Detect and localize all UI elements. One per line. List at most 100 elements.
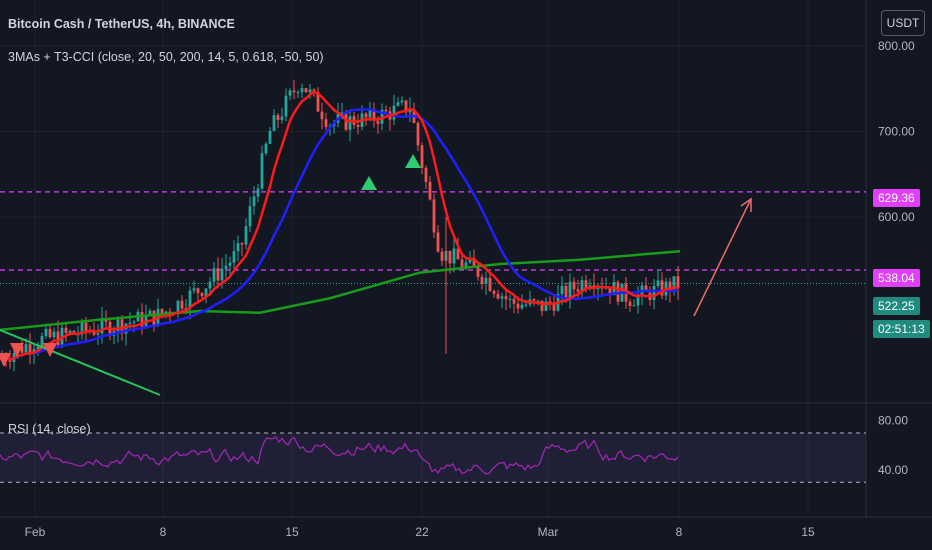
indicator-legend[interactable]: 3MAs + T3-CCI (close, 20, 50, 200, 14, 5… xyxy=(8,50,324,64)
candle-body xyxy=(636,294,640,306)
candle-body xyxy=(484,277,488,284)
candle-body xyxy=(256,188,260,197)
candle-body xyxy=(160,308,164,315)
candle-body xyxy=(300,88,304,93)
candle-body xyxy=(264,143,268,154)
candle-body xyxy=(516,303,520,309)
candle-body xyxy=(244,226,248,245)
rsi-tick-label: 80.00 xyxy=(878,414,908,428)
trend-line xyxy=(0,329,161,396)
candle-body xyxy=(100,318,104,334)
candle-body xyxy=(368,109,372,118)
candle-body xyxy=(560,285,564,295)
candle-body xyxy=(564,285,568,299)
candle-body xyxy=(460,259,464,267)
candle-body xyxy=(552,303,556,311)
candle-body xyxy=(280,116,284,121)
candle-body xyxy=(584,280,588,288)
candle-body xyxy=(468,258,472,263)
candle-body xyxy=(508,298,512,300)
sell-signal-icon xyxy=(43,343,57,357)
candle-body xyxy=(284,95,288,117)
candle-body xyxy=(492,290,496,294)
candle-body xyxy=(424,167,428,182)
time-tick-label: 8 xyxy=(160,525,167,539)
ma-200-line xyxy=(0,249,681,332)
candle-body xyxy=(628,301,632,307)
candle-body xyxy=(188,290,192,309)
candle-body xyxy=(140,311,144,327)
candle-body xyxy=(420,145,424,168)
candle-body xyxy=(568,281,572,299)
candle-body xyxy=(68,330,72,333)
candle-body xyxy=(296,92,300,94)
candle-body xyxy=(252,196,256,207)
candle-body xyxy=(24,344,28,353)
candle-body xyxy=(380,109,384,124)
price-tick-label: 600.00 xyxy=(878,210,915,224)
candle-body xyxy=(504,296,508,300)
candle-body xyxy=(480,276,484,284)
candle-body xyxy=(372,109,376,121)
target-price-tag: 629.36 xyxy=(873,189,920,207)
time-tick-label: 15 xyxy=(285,525,299,539)
currency-button[interactable]: USDT xyxy=(881,10,925,36)
candle-body xyxy=(616,282,620,302)
buy-signal-icon xyxy=(405,154,421,168)
resistance-price-tag: 538.04 xyxy=(873,269,920,287)
candle-body xyxy=(208,281,212,289)
candle-body xyxy=(652,285,656,301)
candle-body xyxy=(44,328,48,337)
candle-body xyxy=(268,130,272,144)
candle-body xyxy=(404,100,408,113)
candle-body xyxy=(340,112,344,115)
candle-body xyxy=(120,319,124,334)
candle-body xyxy=(580,280,584,292)
signals xyxy=(0,154,421,367)
candle-body xyxy=(128,322,132,324)
candle-body xyxy=(476,265,480,277)
candle-body xyxy=(456,248,460,260)
candle-body xyxy=(324,119,328,127)
projection-arrow xyxy=(693,200,751,317)
candle-body xyxy=(452,248,456,264)
candle-body xyxy=(320,111,324,120)
candle-body xyxy=(608,287,612,296)
rsi-tick-label: 40.00 xyxy=(878,463,908,477)
time-tick-label: 22 xyxy=(415,525,429,539)
candle-body xyxy=(308,89,312,93)
candle-body xyxy=(396,102,400,106)
candle-body xyxy=(392,105,396,120)
candle-body xyxy=(464,262,468,267)
candle-body xyxy=(656,280,660,286)
rsi-series xyxy=(0,435,679,475)
candle-body xyxy=(316,91,320,112)
candle-body xyxy=(80,322,84,335)
candle-body xyxy=(572,281,576,290)
candle-body xyxy=(20,346,24,353)
candle-body xyxy=(544,301,548,311)
candle-body xyxy=(448,250,452,264)
candle-body xyxy=(228,262,232,266)
candle-body xyxy=(220,268,224,281)
rsi-legend[interactable]: RSI (14, close) xyxy=(8,422,91,436)
candle-body xyxy=(376,120,380,124)
candle-body xyxy=(540,300,544,311)
time-tick-label: Mar xyxy=(538,525,559,539)
candle-body xyxy=(276,115,280,121)
candle-body xyxy=(212,268,216,282)
candle-body xyxy=(40,336,44,347)
candle-body xyxy=(668,281,672,292)
time-tick-label: 15 xyxy=(801,525,815,539)
candle-body xyxy=(64,327,68,333)
candle-body xyxy=(364,113,368,118)
candle-body xyxy=(152,310,156,326)
time-tick-label: 8 xyxy=(676,525,683,539)
candle-body xyxy=(124,323,128,334)
candle-body xyxy=(400,100,404,103)
candle-body xyxy=(432,199,436,233)
moving-averages xyxy=(0,90,752,396)
chart-title: Bitcoin Cash / TetherUS, 4h, BINANCE xyxy=(8,17,235,31)
candle-body xyxy=(48,328,52,338)
